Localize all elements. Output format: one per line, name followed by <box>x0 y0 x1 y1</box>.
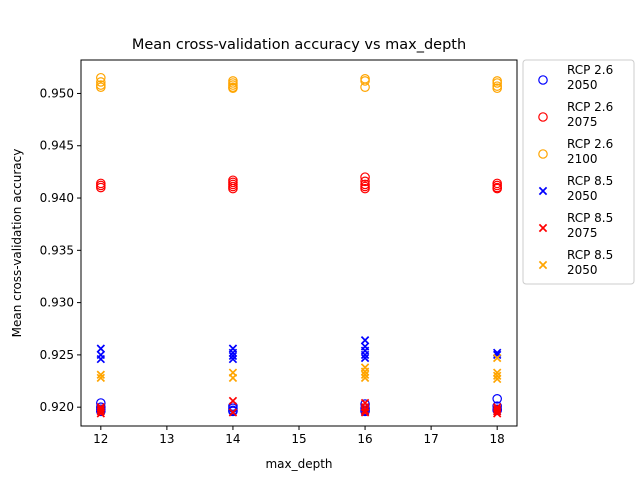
data-point <box>228 373 238 383</box>
data-point <box>228 406 238 417</box>
data-point <box>228 396 238 406</box>
data-point <box>492 183 502 194</box>
data-point <box>492 83 502 94</box>
data-point <box>360 367 370 376</box>
data-point <box>360 373 370 383</box>
data-point <box>96 77 106 87</box>
y-tick-label: 0.930 <box>40 296 74 310</box>
x-axis-label: max_depth <box>265 457 332 471</box>
series-2 <box>96 172 502 194</box>
axes-frame: 12 13 14 15 16 17 18 0.920 0.925 0.930 0.935 0.940 0… <box>40 59 518 446</box>
legend-marker <box>538 112 548 122</box>
data-point <box>360 76 370 86</box>
data-point <box>492 407 502 416</box>
legend-box <box>522 59 635 285</box>
chart-title: Mean cross-validation accuracy vs max_de… <box>132 37 466 53</box>
legend-marker <box>538 75 548 85</box>
data-point <box>360 183 370 194</box>
plot-marks <box>96 72 502 418</box>
legend-item: RCP 2.6 2100 <box>538 137 613 166</box>
data-point <box>96 354 106 364</box>
data-point <box>492 78 502 88</box>
legend-item: RCP 2.6 2050 <box>538 63 613 92</box>
data-point <box>96 182 106 193</box>
data-point <box>96 344 106 353</box>
legend-marker <box>538 149 548 159</box>
data-point <box>96 82 106 92</box>
data-point <box>96 407 106 416</box>
series-5 <box>96 396 502 418</box>
data-point <box>492 394 502 404</box>
data-point <box>492 371 502 381</box>
x-tick-label: 16 <box>357 432 372 446</box>
data-point <box>228 354 238 364</box>
data-point <box>360 350 370 360</box>
data-point <box>492 350 502 360</box>
data-point <box>492 374 502 384</box>
y-tick-label: 0.940 <box>40 191 74 205</box>
data-point <box>96 72 106 83</box>
legend: RCP 2.6 2050 RCP 2.6 2075 RCP 2.6 2100 RCP 8.5… <box>522 59 635 285</box>
y-tick-label: 0.945 <box>40 139 74 153</box>
data-point <box>228 348 238 358</box>
data-point <box>360 176 370 187</box>
x-tick-label: 17 <box>423 432 438 446</box>
data-point <box>360 172 370 182</box>
data-point <box>360 82 370 92</box>
y-tick-label: 0.935 <box>40 243 74 257</box>
y-tick-label: 0.925 <box>40 348 74 362</box>
y-tick-label: 0.950 <box>40 86 74 100</box>
legend-marker <box>538 223 548 233</box>
data-point <box>96 370 106 379</box>
data-point <box>228 83 238 94</box>
data-point <box>228 183 238 194</box>
data-point <box>228 351 238 361</box>
series-4 <box>96 336 502 416</box>
legend-label: RCP 8.5 2075 <box>567 211 613 240</box>
x-tick-label: 12 <box>93 432 108 446</box>
x-tick-label: 18 <box>490 432 505 446</box>
data-point <box>492 368 502 377</box>
data-point <box>360 353 370 363</box>
legend-marker <box>538 260 548 270</box>
series-6 <box>96 353 502 384</box>
data-point <box>492 409 502 418</box>
data-point <box>492 353 502 363</box>
data-point <box>360 408 370 417</box>
data-point <box>360 406 370 415</box>
y-tick-label: 0.920 <box>40 400 74 414</box>
y-axis-label: Mean cross-validation accuracy <box>10 149 24 338</box>
x-tick-label: 15 <box>291 432 306 446</box>
legend-label: RCP 8.5 2050 <box>567 174 613 203</box>
data-point <box>96 409 106 418</box>
legend-label: RCP 2.6 2075 <box>567 100 613 129</box>
legend-item: RCP 8.5 2050 <box>538 248 613 277</box>
legend-label: RCP 2.6 2050 <box>567 63 613 92</box>
x-tick-label: 13 <box>159 432 174 446</box>
legend-label: RCP 8.5 2050 <box>567 248 613 277</box>
data-point <box>228 408 238 417</box>
x-tick-label: 14 <box>225 432 240 446</box>
legend-item: RCP 8.5 2075 <box>538 211 613 240</box>
legend-label: RCP 2.6 2100 <box>567 137 613 166</box>
series-3 <box>96 72 502 94</box>
legend-item: RCP 8.5 2050 <box>538 174 613 203</box>
data-point <box>360 336 370 345</box>
data-point <box>96 373 106 383</box>
legend-item: RCP 2.6 2075 <box>538 100 613 129</box>
legend-marker <box>538 186 548 196</box>
data-point <box>360 370 370 379</box>
